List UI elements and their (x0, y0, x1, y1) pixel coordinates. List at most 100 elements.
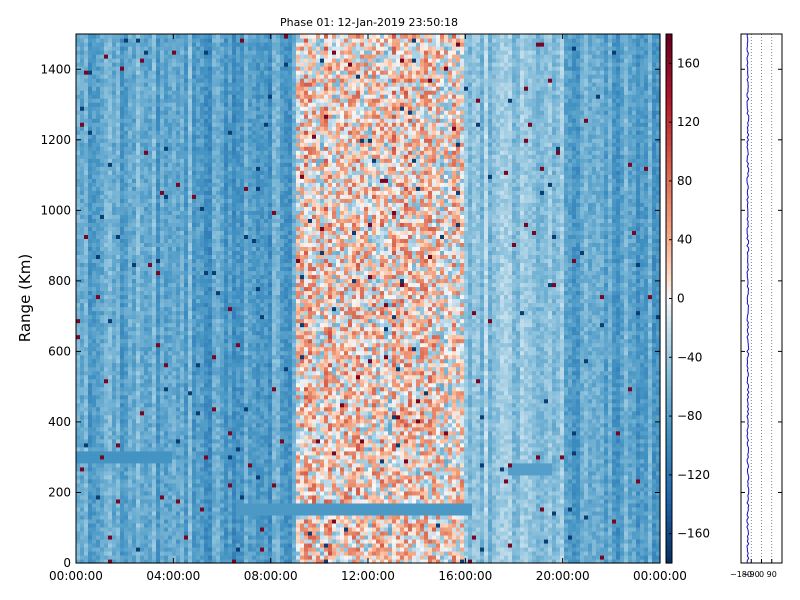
heatmap-cell (192, 402, 197, 408)
heatmap-cell (100, 254, 105, 260)
heatmap-cell (204, 178, 209, 183)
heatmap-cell (148, 410, 153, 416)
heatmap-cell (96, 182, 101, 187)
heatmap-cell (92, 146, 97, 151)
heatmap-cell (80, 54, 85, 59)
heatmap-cell (196, 174, 201, 179)
heatmap-cell (204, 418, 209, 424)
heatmap-cell (176, 230, 181, 235)
heatmap-cell (208, 486, 213, 492)
heatmap-cell (140, 238, 145, 243)
heatmap-cell (208, 238, 213, 243)
heatmap-cell (212, 358, 217, 364)
heatmap-cell (164, 346, 169, 352)
heatmap-cell (116, 178, 121, 183)
heatmap-cell (184, 102, 189, 107)
heatmap-cell (212, 58, 217, 63)
heatmap-cell (96, 342, 101, 348)
heatmap-cell (208, 134, 213, 139)
heatmap-cell (208, 534, 213, 540)
heatmap-cell (188, 262, 193, 268)
heatmap-cell (216, 366, 221, 372)
heatmap-cell (88, 234, 93, 239)
heatmap-cell (168, 298, 173, 304)
heatmap-cell (132, 446, 137, 452)
heatmap-cell (80, 350, 85, 356)
heatmap-cell (92, 66, 97, 71)
heatmap-cell (120, 82, 125, 87)
heatmap-cell (96, 402, 101, 408)
heatmap-cell (188, 538, 193, 544)
heatmap-cell (148, 246, 153, 252)
heatmap-cell (172, 530, 177, 536)
heatmap-cell (88, 66, 93, 71)
heatmap-cell (164, 118, 169, 123)
heatmap-cell (220, 550, 225, 556)
heatmap-cell (180, 534, 185, 540)
heatmap-cell (212, 410, 217, 416)
heatmap-cell (136, 394, 141, 400)
heatmap-cell (196, 554, 201, 560)
heatmap-cell (220, 362, 225, 368)
heatmap-cell (188, 526, 193, 532)
heatmap-cell (76, 98, 81, 103)
heatmap-cell (136, 462, 141, 468)
heatmap-cell (128, 182, 133, 187)
heatmap-cell (108, 494, 113, 500)
heatmap-cell (136, 70, 141, 75)
heatmap-cell (132, 126, 137, 131)
heatmap-cell (188, 426, 193, 432)
heatmap-cell (84, 474, 89, 480)
heatmap-cell (168, 346, 173, 352)
heatmap-cell (180, 194, 185, 199)
heatmap-cell (156, 214, 161, 219)
heatmap-cell (204, 250, 209, 256)
heatmap-cell (188, 46, 193, 51)
heatmap-cell (104, 346, 109, 352)
heatmap-cell (180, 554, 185, 560)
heatmap-cell (80, 518, 85, 524)
heatmap-cell (212, 538, 217, 544)
heatmap-cell (160, 310, 165, 316)
heatmap-cell (80, 126, 85, 131)
heatmap-cell (220, 318, 225, 324)
heatmap-cell (200, 38, 205, 43)
heatmap-cell (212, 542, 217, 548)
heatmap-cell (88, 190, 93, 195)
heatmap-cell (92, 490, 97, 496)
heatmap-cell (180, 118, 185, 123)
heatmap-cell (120, 230, 125, 235)
heatmap-cell (156, 290, 161, 296)
heatmap-cell (136, 246, 141, 252)
heatmap-cell (184, 134, 189, 139)
heatmap-cell (216, 274, 221, 280)
heatmap-cell (204, 350, 209, 356)
heatmap-cell (128, 438, 133, 444)
heatmap-cell (80, 170, 85, 175)
heatmap-cell (172, 110, 177, 115)
heatmap-cell (140, 46, 145, 51)
heatmap-cell (96, 430, 101, 436)
heatmap-cell (132, 486, 137, 492)
heatmap-cell (196, 122, 201, 127)
heatmap-cell (132, 102, 137, 107)
heatmap-cell (76, 118, 81, 123)
heatmap-cell (116, 354, 121, 360)
heatmap-cell (196, 202, 201, 207)
heatmap-cell (144, 514, 149, 520)
heatmap-cell (132, 246, 137, 252)
heatmap-cell (104, 98, 109, 103)
heatmap-cell (96, 178, 101, 183)
heatmap-cell (180, 242, 185, 247)
heatmap-cell (152, 450, 157, 456)
heatmap-cell (120, 58, 125, 63)
heatmap-cell (128, 394, 133, 400)
heatmap-cell (192, 222, 197, 227)
heatmap-cell (92, 470, 97, 476)
heatmap-cell (104, 522, 109, 528)
heatmap-cell (180, 134, 185, 139)
heatmap-cell (224, 494, 229, 500)
heatmap-cell (176, 38, 181, 43)
heatmap-cell (116, 146, 121, 151)
heatmap-cell (192, 250, 197, 256)
